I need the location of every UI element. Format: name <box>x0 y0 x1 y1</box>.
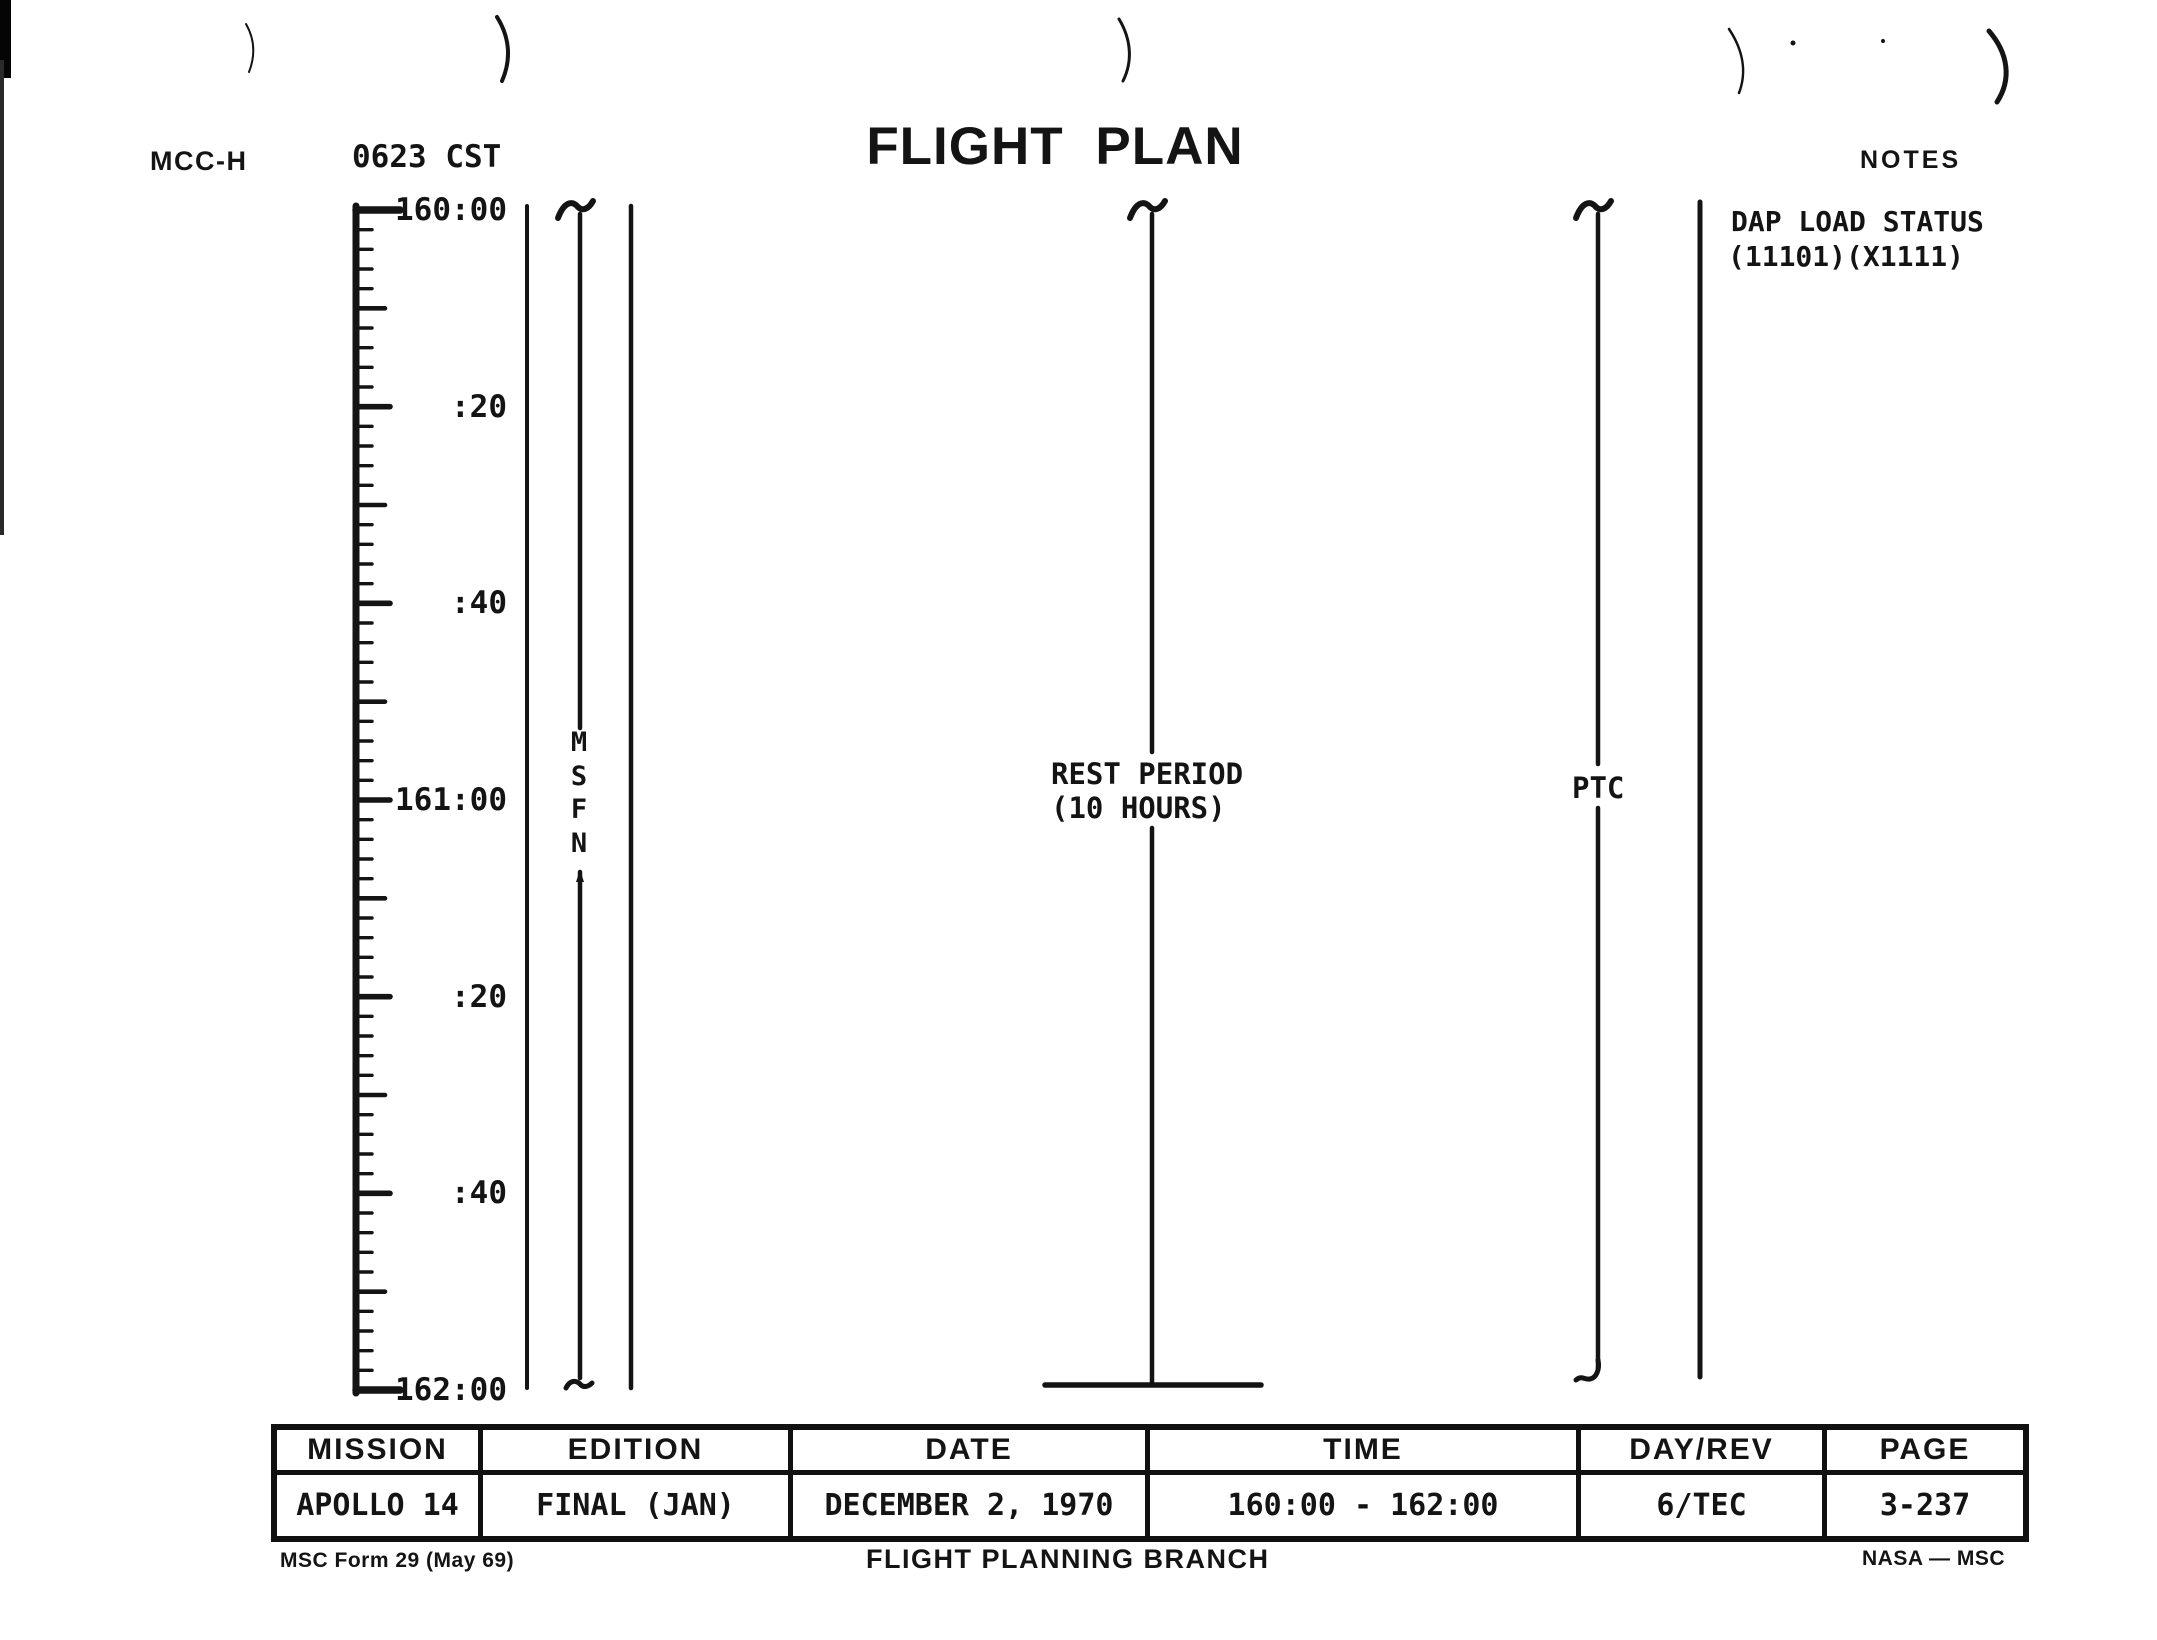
table-value-dayrev: 6/TEC <box>1581 1475 1827 1536</box>
msfn-line-curly-top <box>555 198 596 221</box>
msfn-line-curly-bottom <box>563 1378 595 1391</box>
table-value-mission: APOLLO 14 <box>277 1475 483 1536</box>
msfn-letter: F <box>570 794 588 826</box>
table-header-time: TIME <box>1150 1430 1581 1475</box>
rest-period-label-line2: (10 HOURS) <box>1051 791 1226 825</box>
scan-curl-artifact <box>1986 28 2009 105</box>
table-value-edition: FINAL (JAN) <box>483 1475 793 1536</box>
timeline-label-16100: 161:00 <box>395 782 507 818</box>
branch-label: FLIGHT PLANNING BRANCH <box>866 1544 1270 1574</box>
ptc-line-curly-bottom <box>1573 1357 1601 1383</box>
table-header-dayrev: DAY/REV <box>1581 1430 1827 1475</box>
dap-load-status-line1: DAP LOAD STATUS <box>1731 205 1984 238</box>
scan-curl-artifact <box>1727 27 1745 95</box>
timeline-label-20: :20 <box>451 978 507 1015</box>
msfn-letter: N <box>570 827 588 859</box>
table-header-edition: EDITION <box>483 1430 793 1475</box>
timeline-label-40: :40 <box>451 585 507 622</box>
msfn-letter: M <box>570 727 588 758</box>
rest-line-curly-top <box>1127 198 1168 221</box>
table-value-time: 160:00 - 162:00 <box>1150 1475 1581 1536</box>
table-value-page: 3-237 <box>1879 1488 1971 1523</box>
ruler-ticks <box>352 206 404 1394</box>
table-value-date: DECEMBER 2, 1970 <box>793 1475 1150 1536</box>
msfn-letter: S <box>570 760 588 792</box>
ptc-label: PTC <box>1572 771 1625 805</box>
form-number: MSC Form 29 (May 69) <box>280 1549 515 1572</box>
station-label: MCC-H <box>150 146 248 176</box>
org-label: NASA — MSC <box>1862 1547 2006 1570</box>
dap-load-status-line2: (11101)(X1111) <box>1728 240 1965 273</box>
scan-curl-artifact <box>245 23 255 73</box>
scan-dot-artifact <box>1790 40 1796 46</box>
timeline-label-16200: 162:00 <box>395 1372 507 1408</box>
notes-header: NOTES <box>1860 146 1962 174</box>
scan-edge-artifact <box>0 60 4 535</box>
table-header-date: DATE <box>793 1430 1150 1475</box>
msfn-line-arrow-tip <box>576 870 584 882</box>
rest-period-label-line1: REST PERIOD <box>1051 757 1244 791</box>
table-header-mission: MISSION <box>277 1430 483 1475</box>
scan-curl-artifact <box>1117 17 1131 83</box>
scan-edge-artifact <box>0 0 11 78</box>
page-title: FLIGHT PLAN <box>866 117 1244 176</box>
ptc-line-curly-top <box>1573 198 1614 221</box>
scan-dot-artifact <box>1881 39 1885 43</box>
timeline-label-40: :40 <box>451 1175 507 1212</box>
mission-data-table: MISSION EDITION DATE TIME DAY/REV PAGE A… <box>271 1424 2029 1542</box>
table-header-page: PAGE <box>1827 1430 2023 1475</box>
scan-curl-artifact <box>495 15 510 83</box>
timeline-label-20: :20 <box>451 388 507 425</box>
timeline-label-16000: 160:00 <box>395 192 507 228</box>
cst-time: 0623 CST <box>352 139 502 175</box>
